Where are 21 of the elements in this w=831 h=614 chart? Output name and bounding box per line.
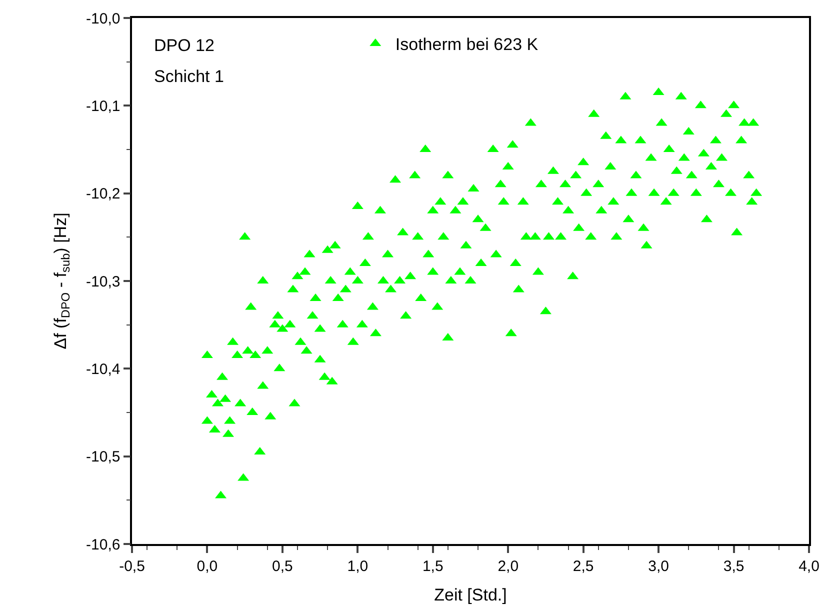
x-tick-label: 0,5 [272, 558, 293, 575]
x-tick-label: 2,0 [498, 558, 519, 575]
x-tick-label: 3,0 [648, 558, 669, 575]
x-tick-label: -0,5 [119, 558, 145, 575]
x-tick-label: 4,0 [798, 558, 820, 575]
x-tick-label: 3,5 [723, 558, 744, 575]
annotation: DPO 12 [154, 36, 214, 55]
annotation: Schicht 1 [154, 67, 224, 86]
x-tick-label: 2,5 [572, 558, 594, 575]
y-tick-label: -10,1 [86, 98, 120, 115]
y-tick-label: -10,6 [86, 536, 120, 554]
y-tick-label: -10,3 [86, 273, 120, 290]
y-tick-label: -10,5 [86, 448, 120, 466]
legend-label: Isotherm bei 623 K [395, 35, 539, 54]
x-axis-title: Zeit [Std.] [434, 586, 507, 605]
x-tick-label: 1,5 [422, 558, 444, 575]
x-tick-label: 1,0 [347, 558, 368, 575]
y-tick-label: -10,2 [86, 186, 120, 203]
y-tick-label: -10,0 [86, 10, 120, 28]
x-tick-label: 0,0 [196, 558, 218, 575]
y-tick-label: -10,4 [86, 360, 120, 378]
